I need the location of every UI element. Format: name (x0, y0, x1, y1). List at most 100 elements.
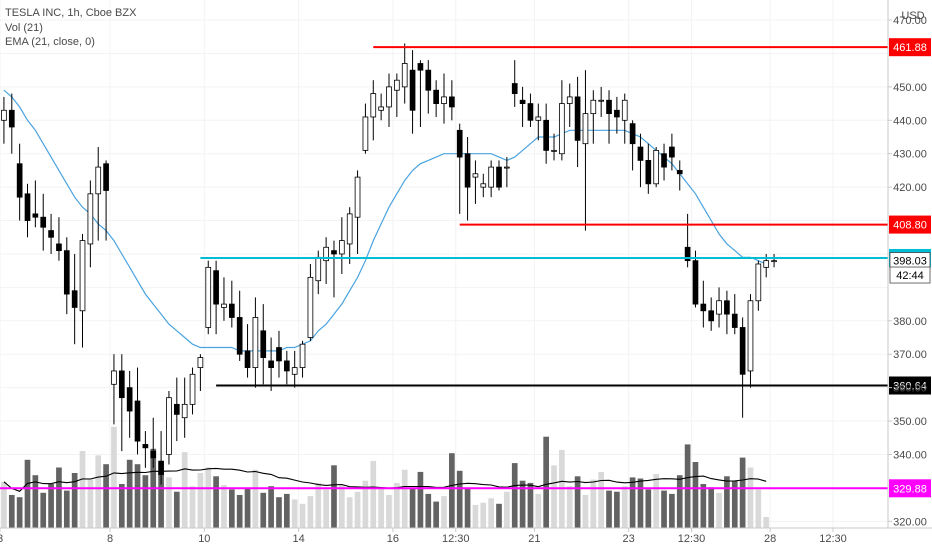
candle[interactable] (354, 170, 361, 254)
candle[interactable] (268, 337, 274, 391)
candle[interactable] (700, 280, 707, 328)
candle[interactable] (433, 80, 439, 117)
candle[interactable] (480, 173, 487, 198)
candle[interactable] (559, 80, 565, 161)
candle[interactable] (213, 260, 219, 335)
candle[interactable] (519, 86, 526, 127)
candle[interactable] (150, 417, 157, 468)
candle[interactable] (653, 147, 660, 188)
candle[interactable] (629, 120, 636, 171)
candle[interactable] (551, 133, 557, 161)
candle[interactable] (574, 76, 581, 168)
candle[interactable] (504, 157, 510, 188)
candle[interactable] (40, 193, 47, 251)
candle[interactable] (692, 250, 699, 308)
candle[interactable] (228, 280, 235, 328)
candle[interactable] (339, 217, 345, 275)
candle[interactable] (409, 50, 416, 134)
candle[interactable] (386, 73, 392, 127)
candle[interactable] (8, 93, 15, 154)
candle[interactable] (676, 160, 683, 191)
candle[interactable] (464, 137, 471, 221)
candle[interactable] (346, 207, 353, 264)
candle[interactable] (511, 60, 518, 107)
candle[interactable] (307, 264, 314, 341)
candle[interactable] (669, 133, 675, 171)
candle[interactable] (1, 96, 7, 144)
price-axis[interactable]: USD 461.88408.80398.80360.64329.88398.03… (887, 0, 932, 528)
candle[interactable] (118, 354, 125, 452)
candle[interactable] (32, 180, 39, 228)
candle[interactable] (645, 143, 652, 194)
candle[interactable] (637, 133, 644, 188)
candle[interactable] (24, 183, 31, 238)
levels-layer[interactable] (0, 46, 888, 490)
candle[interactable] (126, 370, 133, 438)
candle[interactable] (252, 297, 259, 388)
candle[interactable] (724, 290, 730, 335)
candle[interactable] (142, 431, 149, 468)
candle[interactable] (378, 93, 384, 121)
candle[interactable] (472, 160, 479, 204)
candle[interactable] (684, 213, 691, 268)
candle[interactable] (488, 160, 494, 198)
candle[interactable] (48, 213, 54, 254)
candle[interactable] (425, 60, 432, 114)
candle[interactable] (621, 93, 628, 144)
candle[interactable] (56, 217, 62, 261)
candle[interactable] (95, 147, 102, 241)
candle[interactable] (63, 237, 70, 315)
candle[interactable] (331, 240, 337, 298)
candle[interactable] (323, 237, 329, 285)
candle[interactable] (456, 123, 463, 214)
candle[interactable] (606, 90, 612, 144)
candle[interactable] (291, 350, 298, 388)
candle[interactable] (598, 86, 605, 117)
candle[interactable] (158, 431, 164, 485)
candle[interactable] (755, 260, 762, 311)
candle[interactable] (739, 317, 746, 418)
candle[interactable] (134, 367, 141, 455)
candle[interactable] (299, 340, 306, 378)
candle[interactable] (197, 354, 204, 391)
candle[interactable] (236, 290, 243, 361)
candle[interactable] (283, 350, 290, 385)
candle[interactable] (543, 103, 549, 164)
candle[interactable] (401, 43, 408, 104)
candle[interactable] (71, 253, 78, 345)
candle[interactable] (708, 297, 715, 331)
candle[interactable] (173, 377, 180, 442)
candle[interactable] (747, 294, 754, 388)
candle[interactable] (731, 294, 738, 335)
candle[interactable] (103, 160, 109, 241)
candle[interactable] (535, 103, 542, 141)
candle[interactable] (417, 60, 424, 127)
candle[interactable] (260, 304, 267, 385)
candle[interactable] (87, 180, 94, 268)
time-axis[interactable]: 3 8 10 14 16 12:30 21 23 12:30 28 12:30 (0, 527, 932, 550)
candle[interactable] (394, 73, 400, 117)
candle[interactable] (441, 73, 447, 124)
candle[interactable] (582, 70, 589, 231)
candle[interactable] (244, 324, 251, 378)
candle[interactable] (166, 390, 172, 465)
candle[interactable] (181, 377, 188, 438)
candle[interactable] (449, 80, 455, 121)
candle[interactable] (771, 253, 777, 268)
candle[interactable] (111, 354, 117, 425)
candle[interactable] (276, 330, 282, 378)
candle[interactable] (16, 143, 23, 221)
candle[interactable] (590, 90, 597, 144)
candle[interactable] (661, 143, 667, 181)
candle[interactable] (79, 233, 86, 348)
candle[interactable] (716, 287, 722, 328)
candle[interactable] (221, 277, 227, 321)
candle[interactable] (362, 103, 369, 154)
candles-layer[interactable] (1, 43, 777, 485)
candle[interactable] (496, 160, 502, 191)
candle[interactable] (527, 93, 534, 127)
candle[interactable] (205, 260, 212, 335)
candle[interactable] (189, 367, 196, 415)
candle[interactable] (566, 83, 573, 127)
